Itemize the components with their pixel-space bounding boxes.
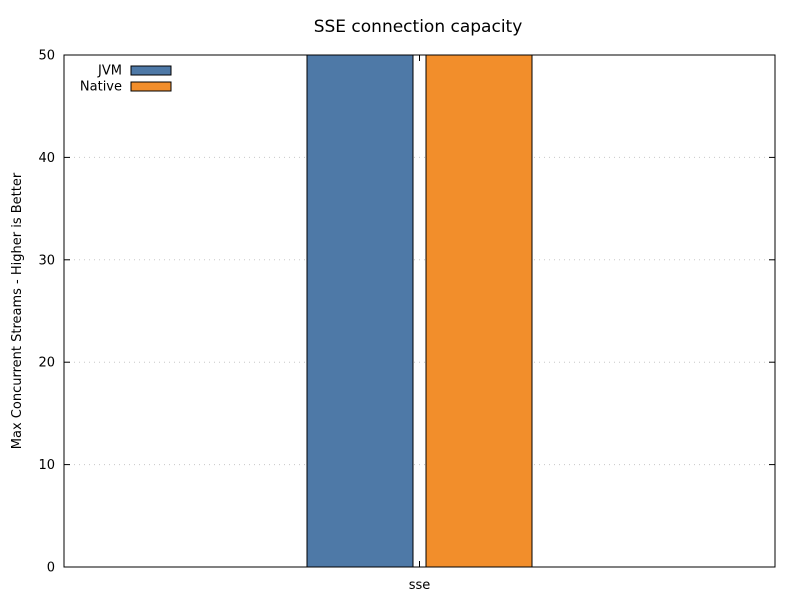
legend-label-jvm: JVM [97, 64, 122, 79]
grid-lines [64, 156, 775, 466]
chart-title: SSE connection capacity [314, 17, 523, 37]
legend-swatch-jvm [130, 65, 172, 76]
plot-frame [63, 54, 776, 568]
y-tick-label: 50 [38, 49, 55, 64]
y-axis-label: Max Concurrent Streams - Higher is Bette… [10, 172, 25, 449]
x-tick-label: sse [409, 578, 431, 593]
bar-jvm-sse [306, 54, 414, 568]
bars [306, 54, 533, 568]
legend-label-native: Native [80, 80, 122, 95]
x-axis: sse [409, 55, 431, 593]
y-tick-label: 40 [38, 151, 55, 166]
bar-native-sse [425, 54, 533, 568]
y-tick-label: 0 [47, 561, 55, 576]
y-tick-label: 30 [38, 253, 55, 268]
legend-swatch-native [130, 81, 172, 92]
y-tick-label: 10 [38, 458, 55, 473]
y-tick-label: 20 [38, 356, 55, 371]
y-axis: 0 10 20 30 40 50 [38, 49, 775, 576]
